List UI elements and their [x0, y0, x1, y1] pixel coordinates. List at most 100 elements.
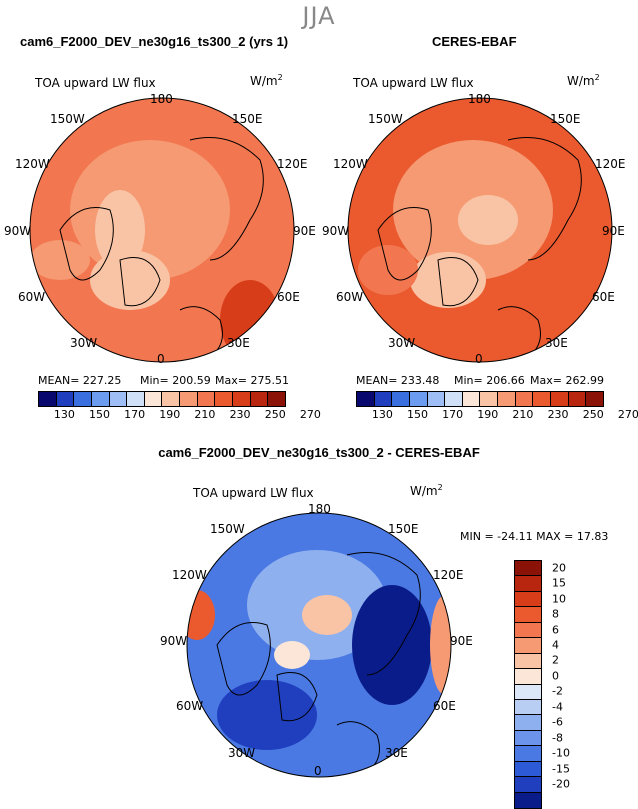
colorbar-swatch — [197, 392, 216, 406]
right-lon-150e: 150E — [550, 112, 581, 126]
colorbar-swatch — [427, 392, 446, 406]
diff-lon-60w: 60W — [176, 699, 204, 713]
colorbar-swatch — [498, 392, 516, 406]
colorbar-tick-label: 190 — [159, 408, 181, 421]
left-lon-150e: 150E — [232, 112, 263, 126]
left-lon-0: 0 — [157, 352, 165, 366]
left-variable-label: TOA upward LW flux — [35, 76, 156, 90]
colorbar-tick-label: 170 — [124, 408, 146, 421]
diff-colorbar-swatch — [515, 792, 541, 808]
right-stat-mean: MEAN= 233.48 — [356, 374, 440, 387]
diff-colorbar-ticks: 20 15 10 8 6 4 2 0 -2 -4 -6 -8 -10 -15 -20 — [552, 560, 592, 808]
right-lon-150w: 150W — [368, 112, 403, 126]
left-lon-120w: 120W — [15, 157, 50, 171]
colorbar-tick-label: 270 — [617, 408, 638, 421]
colorbar-tick-label: 230 — [547, 408, 569, 421]
right-variable-label: TOA upward LW flux — [353, 76, 474, 90]
right-lon-90e: 90E — [602, 224, 625, 238]
left-coastline-greenland — [119, 257, 161, 307]
colorbar-swatch — [180, 392, 198, 406]
colorbar-tick-label: 150 — [407, 408, 428, 421]
right-lon-30e: 30E — [545, 336, 568, 350]
diff-map-region — [352, 585, 432, 705]
colorbar-swatch — [533, 392, 552, 406]
left-map-region — [30, 240, 90, 280]
left-stat-max: Max= 275.51 — [215, 374, 289, 387]
diff-colorbar-tick-label: 20 — [552, 561, 566, 575]
colorbar-swatch — [268, 392, 285, 406]
colorbar-swatch — [56, 392, 75, 406]
colorbar-tick-label: 130 — [371, 408, 393, 421]
diff-colorbar-tick-label: 6 — [552, 623, 559, 637]
right-lon-0: 0 — [475, 352, 483, 366]
colorbar-swatch — [586, 392, 603, 406]
left-map-border — [29, 97, 295, 363]
diff-colorbar-tick-label: -4 — [552, 700, 563, 714]
colorbar-swatch — [392, 392, 410, 406]
diff-map-region — [274, 641, 310, 669]
right-stat-min: Min= 206.66 — [454, 374, 525, 387]
left-lon-30e: 30E — [227, 336, 250, 350]
diff-stats: MIN = -24.11 MAX = 17.83 — [460, 530, 609, 543]
diff-colorbar-tick-label: -2 — [552, 684, 563, 698]
colorbar-swatch — [39, 392, 57, 406]
left-units-label: W/m2 — [250, 73, 283, 88]
left-colorbar — [38, 391, 286, 407]
colorbar-swatch — [551, 392, 569, 406]
colorbar-swatch — [91, 392, 110, 406]
colorbar-swatch — [357, 392, 375, 406]
left-lon-60e: 60E — [277, 290, 300, 304]
right-lon-30w: 30W — [388, 336, 416, 350]
colorbar-swatch — [374, 392, 393, 406]
colorbar-tick-label: 230 — [229, 408, 251, 421]
diff-lon-90w: 90W — [160, 634, 188, 648]
colorbar-tick-label: 130 — [53, 408, 75, 421]
right-stat-max: Max= 262.99 — [530, 374, 604, 387]
diff-colorbar-tick-label: -6 — [552, 715, 563, 729]
diff-colorbar-swatch — [515, 715, 541, 731]
diff-colorbar-tick-label: 0 — [552, 669, 559, 683]
right-coastline-asia — [507, 137, 582, 261]
diff-lon-0: 0 — [314, 764, 322, 778]
diff-colorbar-swatch — [515, 607, 541, 623]
diff-colorbar-swatch — [515, 622, 541, 639]
left-lon-150w: 150W — [50, 112, 85, 126]
diff-lon-60e: 60E — [433, 699, 456, 713]
colorbar-swatch — [462, 392, 481, 406]
right-colorbar — [356, 391, 604, 407]
colorbar-swatch — [250, 392, 269, 406]
left-lon-90e: 90E — [293, 224, 316, 238]
right-lon-120e: 120E — [595, 157, 626, 171]
season-title: JJA — [302, 2, 336, 30]
diff-colorbar-swatch — [515, 669, 541, 685]
right-coastline-greenland — [437, 257, 479, 307]
diff-colorbar-swatch — [515, 576, 541, 592]
diff-coastline-greenland — [276, 672, 318, 722]
right-panel-title: CERES-EBAF — [432, 34, 517, 49]
diff-map-border — [186, 512, 452, 778]
left-lon-120e: 120E — [277, 157, 308, 171]
left-panel-title: cam6_F2000_DEV_ne30g16_ts300_2 (yrs 1) — [20, 34, 289, 49]
diff-lon-150e: 150E — [388, 522, 419, 536]
colorbar-tick-label: 250 — [264, 408, 286, 421]
diff-colorbar-tick-label: 4 — [552, 638, 559, 652]
diff-lon-150w: 150W — [210, 522, 245, 536]
left-stat-min: Min= 200.59 — [140, 374, 211, 387]
colorbar-swatch — [409, 392, 428, 406]
colorbar-swatch — [233, 392, 251, 406]
right-map-region — [410, 252, 486, 308]
diff-variable-label: TOA upward LW flux — [193, 486, 314, 500]
right-map-border — [347, 97, 613, 363]
diff-map-region — [187, 590, 215, 640]
diff-map-region — [217, 680, 317, 750]
colorbar-tick-label: 150 — [89, 408, 110, 421]
right-coastline — [377, 207, 432, 281]
colorbar-swatch — [445, 392, 463, 406]
diff-lon-30e: 30E — [385, 746, 408, 760]
left-polar-map — [29, 97, 295, 363]
diff-lon-120w: 120W — [172, 568, 207, 582]
colorbar-tick-label: 190 — [477, 408, 499, 421]
diff-polar-map — [186, 512, 452, 778]
left-colorbar-ticks: 130 150 170 190 210 230 250 270 — [38, 408, 321, 422]
diff-lon-120e: 120E — [433, 568, 464, 582]
